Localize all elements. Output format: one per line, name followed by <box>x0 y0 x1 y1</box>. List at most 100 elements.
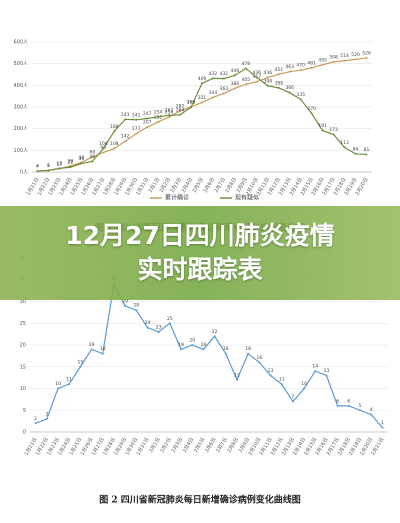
point <box>124 304 127 307</box>
data-label: 8 <box>47 163 50 169</box>
point <box>124 118 127 121</box>
data-label: 28 <box>68 158 74 164</box>
point <box>255 76 258 79</box>
data-label: 388 <box>274 80 283 86</box>
data-label: 470 <box>296 63 305 69</box>
point <box>343 146 346 149</box>
data-label: 243 <box>121 112 130 118</box>
data-label: 4 <box>36 164 39 170</box>
data-label: 463 <box>285 64 294 70</box>
y-tick-label: 400人 <box>13 83 28 89</box>
point <box>135 132 138 135</box>
point <box>211 77 214 80</box>
data-label: 321 <box>198 95 207 101</box>
point <box>266 84 269 87</box>
data-label: 254 <box>165 109 174 115</box>
data-label: 436 <box>264 70 273 76</box>
data-label: 191 <box>318 123 327 129</box>
point <box>288 91 291 94</box>
data-label: 177 <box>132 126 141 132</box>
data-label: 366 <box>285 85 294 91</box>
data-label: 28 <box>133 303 139 309</box>
data-label: 262 <box>165 108 174 114</box>
point <box>113 147 116 150</box>
data-label: 386 <box>231 81 240 87</box>
point <box>146 326 149 329</box>
point <box>157 330 160 333</box>
point <box>68 383 71 386</box>
data-label: 17 <box>57 161 63 167</box>
data-label: 4 <box>36 164 39 170</box>
y-tick-label: 0人 <box>20 170 28 176</box>
point <box>381 426 384 429</box>
point <box>354 58 357 61</box>
data-label: 4 <box>370 407 373 413</box>
point <box>157 115 160 118</box>
point <box>321 63 324 66</box>
point <box>258 361 261 364</box>
data-label: 15 <box>77 359 83 365</box>
point <box>247 352 250 355</box>
point <box>244 83 247 86</box>
point <box>347 404 350 407</box>
data-label: 254 <box>154 109 163 115</box>
point <box>179 109 182 112</box>
data-label: 12 <box>234 372 240 378</box>
data-label: 398 <box>264 78 273 84</box>
y-tick-label: 5 <box>23 408 26 414</box>
data-label: 478 <box>242 61 251 67</box>
data-label: 299 <box>187 100 196 106</box>
data-label: 25 <box>167 316 173 322</box>
data-label: 431 <box>220 71 229 77</box>
point <box>244 67 247 70</box>
point <box>56 387 59 390</box>
point <box>157 120 160 123</box>
data-label: 520 <box>351 52 360 58</box>
y-tick-label: 500人 <box>13 61 28 67</box>
point <box>321 129 324 132</box>
point <box>277 73 280 76</box>
point <box>288 70 291 73</box>
data-label: 405 <box>242 77 251 83</box>
data-label: 514 <box>340 53 349 59</box>
data-label: 10 <box>55 381 61 387</box>
point <box>314 370 317 373</box>
point <box>202 348 205 351</box>
data-label: 69 <box>89 150 95 156</box>
point <box>255 80 258 83</box>
data-label: 409 <box>198 76 207 82</box>
y-tick-label: 200人 <box>13 126 28 132</box>
point <box>146 117 149 120</box>
data-label: 20 <box>189 338 195 344</box>
data-label: 344 <box>209 90 218 96</box>
data-label: 7 <box>291 394 294 400</box>
data-label: 49 <box>89 154 95 160</box>
y-tick-label: 30 <box>20 299 26 305</box>
data-label: 113 <box>340 140 349 146</box>
data-label: 108 <box>110 141 119 147</box>
point <box>213 335 216 338</box>
data-label: 39 <box>78 156 84 162</box>
data-label: 446 <box>231 68 240 74</box>
data-label: 44 <box>78 155 84 161</box>
data-label: 11 <box>66 377 72 383</box>
data-label: 14 <box>312 364 318 370</box>
legend-label: 累计确诊 <box>165 194 189 202</box>
point <box>343 59 346 62</box>
banner: 12月27日四川肺炎疫情实时跟踪表 <box>0 206 400 300</box>
data-label: 270 <box>307 106 316 112</box>
point <box>211 96 214 99</box>
data-label: 19 <box>178 342 184 348</box>
point <box>113 130 116 133</box>
data-label: 495 <box>318 57 327 63</box>
point <box>34 422 37 425</box>
point <box>359 409 362 412</box>
legend-label: 现有疑似 <box>235 194 259 202</box>
point <box>90 348 93 351</box>
data-label: 3 <box>45 411 48 417</box>
data-label: 335 <box>296 92 305 98</box>
point <box>91 156 94 159</box>
data-label: 18 <box>245 346 251 352</box>
point <box>168 322 171 325</box>
